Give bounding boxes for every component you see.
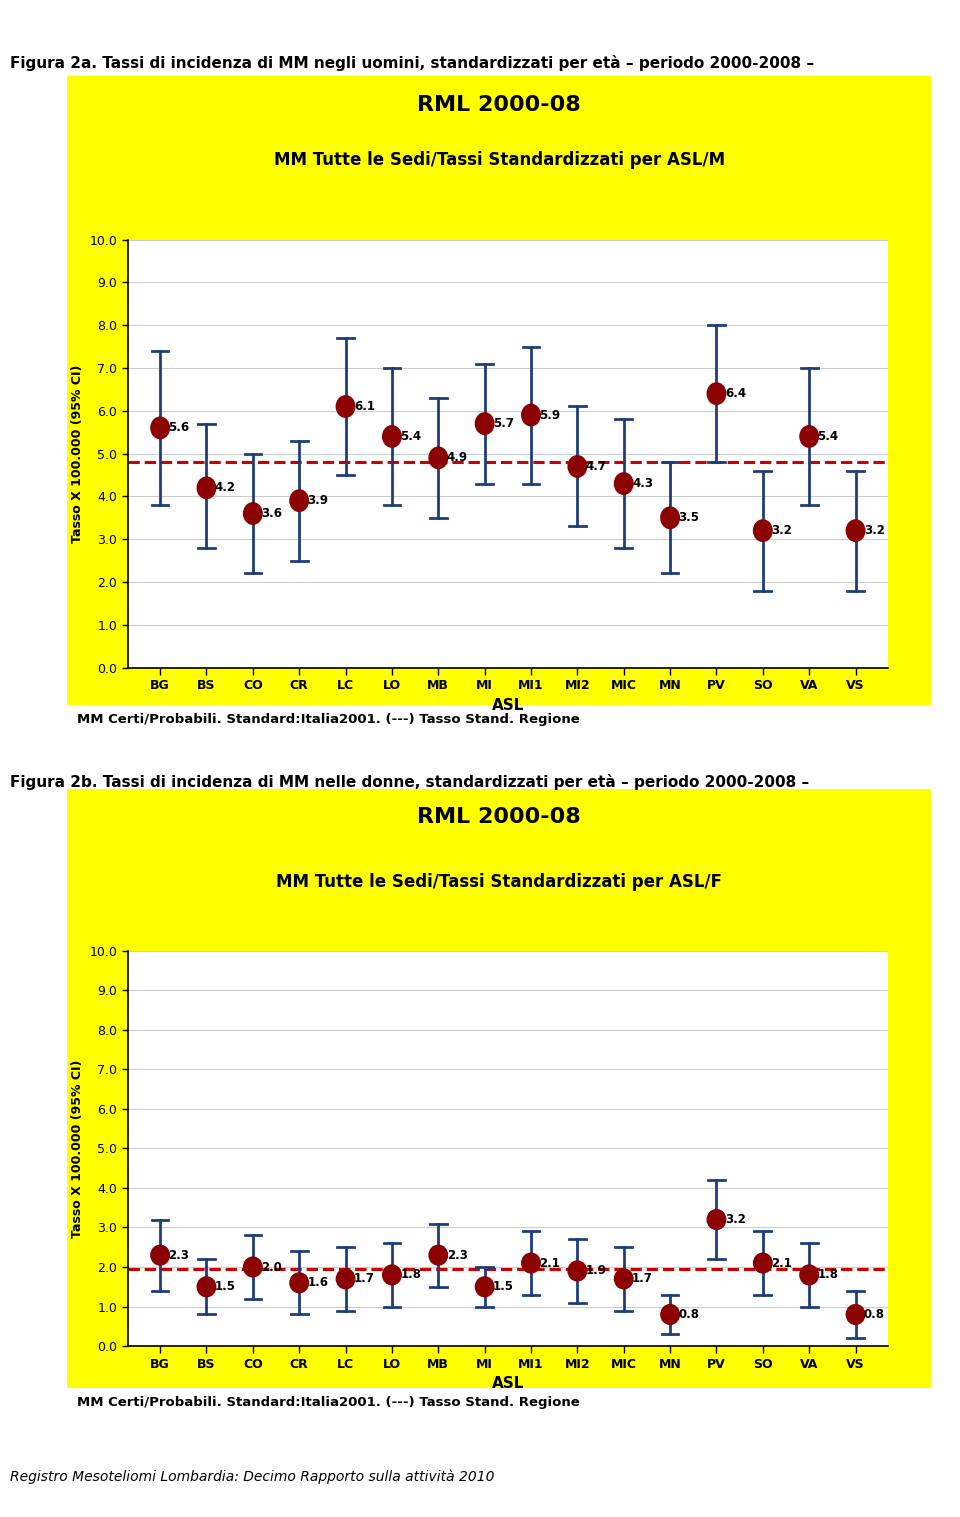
Text: 4.9: 4.9 bbox=[446, 452, 468, 464]
Ellipse shape bbox=[244, 1258, 262, 1277]
Y-axis label: Tasso X 100.000 (95% CI): Tasso X 100.000 (95% CI) bbox=[71, 1059, 84, 1238]
Text: 1.7: 1.7 bbox=[354, 1273, 374, 1285]
Text: 1.6: 1.6 bbox=[307, 1276, 328, 1289]
Text: 4.7: 4.7 bbox=[586, 460, 607, 473]
Text: 6.4: 6.4 bbox=[725, 387, 746, 400]
Text: 4.2: 4.2 bbox=[215, 481, 236, 495]
Text: Figura 2b. Tassi di incidenza di MM nelle donne, standardizzati per età – period: Figura 2b. Tassi di incidenza di MM nell… bbox=[10, 774, 809, 790]
Ellipse shape bbox=[475, 413, 494, 434]
Ellipse shape bbox=[614, 473, 633, 495]
Ellipse shape bbox=[151, 417, 169, 438]
Text: MM Tutte le Sedi/Tassi Standardizzati per ASL/M: MM Tutte le Sedi/Tassi Standardizzati pe… bbox=[274, 152, 725, 170]
Ellipse shape bbox=[660, 507, 680, 528]
Text: 3.2: 3.2 bbox=[771, 525, 792, 537]
Ellipse shape bbox=[568, 1261, 587, 1280]
Ellipse shape bbox=[800, 1265, 819, 1285]
X-axis label: ASL: ASL bbox=[492, 698, 524, 713]
Text: MM Certi/Probabili. Standard:Italia2001. (---) Tasso Stand. Regione: MM Certi/Probabili. Standard:Italia2001.… bbox=[77, 1396, 580, 1409]
Y-axis label: Tasso X 100.000 (95% CI): Tasso X 100.000 (95% CI) bbox=[71, 364, 84, 543]
Text: 5.4: 5.4 bbox=[400, 429, 421, 443]
Text: 1.9: 1.9 bbox=[586, 1265, 607, 1277]
Ellipse shape bbox=[290, 1273, 308, 1292]
Text: 1.5: 1.5 bbox=[493, 1280, 514, 1294]
Text: Figura 2a. Tassi di incidenza di MM negli uomini, standardizzati per età – perio: Figura 2a. Tassi di incidenza di MM negl… bbox=[10, 55, 814, 71]
Ellipse shape bbox=[521, 1253, 540, 1273]
Ellipse shape bbox=[197, 478, 216, 499]
X-axis label: ASL: ASL bbox=[492, 1376, 524, 1391]
Text: 3.6: 3.6 bbox=[261, 507, 282, 520]
Ellipse shape bbox=[290, 490, 308, 511]
Ellipse shape bbox=[383, 1265, 401, 1285]
Ellipse shape bbox=[847, 520, 865, 542]
Text: 2.3: 2.3 bbox=[168, 1248, 189, 1262]
Ellipse shape bbox=[383, 426, 401, 448]
Text: 0.8: 0.8 bbox=[679, 1308, 700, 1321]
Text: RML 2000-08: RML 2000-08 bbox=[418, 94, 581, 115]
Text: 2.0: 2.0 bbox=[261, 1261, 282, 1273]
Ellipse shape bbox=[660, 1305, 680, 1324]
Ellipse shape bbox=[708, 1209, 726, 1229]
Text: 2.1: 2.1 bbox=[771, 1256, 792, 1270]
Text: RML 2000-08: RML 2000-08 bbox=[418, 807, 581, 827]
Ellipse shape bbox=[244, 502, 262, 525]
Text: 5.9: 5.9 bbox=[540, 408, 561, 422]
Text: 3.9: 3.9 bbox=[307, 495, 328, 507]
Text: 0.8: 0.8 bbox=[864, 1308, 885, 1321]
Text: 1.8: 1.8 bbox=[818, 1268, 838, 1282]
Ellipse shape bbox=[429, 448, 447, 469]
Ellipse shape bbox=[754, 1253, 772, 1273]
Text: 1.5: 1.5 bbox=[215, 1280, 236, 1294]
Text: 5.7: 5.7 bbox=[493, 417, 514, 431]
Text: MM Tutte le Sedi/Tassi Standardizzati per ASL/F: MM Tutte le Sedi/Tassi Standardizzati pe… bbox=[276, 872, 722, 890]
Ellipse shape bbox=[614, 1270, 633, 1289]
Text: 1.8: 1.8 bbox=[400, 1268, 421, 1282]
Ellipse shape bbox=[754, 520, 772, 542]
Text: 6.1: 6.1 bbox=[354, 400, 375, 413]
Ellipse shape bbox=[151, 1245, 169, 1265]
Ellipse shape bbox=[336, 1270, 355, 1289]
Text: 4.3: 4.3 bbox=[632, 476, 653, 490]
Text: 1.7: 1.7 bbox=[632, 1273, 653, 1285]
Ellipse shape bbox=[521, 405, 540, 426]
Ellipse shape bbox=[847, 1305, 865, 1324]
Text: 2.1: 2.1 bbox=[540, 1256, 561, 1270]
Text: 5.4: 5.4 bbox=[818, 429, 839, 443]
Ellipse shape bbox=[429, 1245, 447, 1265]
Ellipse shape bbox=[197, 1277, 216, 1297]
Ellipse shape bbox=[568, 455, 587, 478]
Text: 3.2: 3.2 bbox=[725, 1214, 746, 1226]
Text: 2.3: 2.3 bbox=[446, 1248, 468, 1262]
Text: 3.5: 3.5 bbox=[679, 511, 700, 525]
Text: MM Certi/Probabili. Standard:Italia2001. (---) Tasso Stand. Regione: MM Certi/Probabili. Standard:Italia2001.… bbox=[77, 713, 580, 727]
Ellipse shape bbox=[800, 426, 819, 448]
Ellipse shape bbox=[708, 382, 726, 405]
Text: Registro Mesoteliomi Lombardia: Decimo Rapporto sulla attività 2010: Registro Mesoteliomi Lombardia: Decimo R… bbox=[10, 1468, 494, 1484]
Ellipse shape bbox=[336, 396, 355, 417]
Text: 5.6: 5.6 bbox=[168, 422, 189, 434]
Text: 3.2: 3.2 bbox=[864, 525, 885, 537]
Ellipse shape bbox=[475, 1277, 494, 1297]
